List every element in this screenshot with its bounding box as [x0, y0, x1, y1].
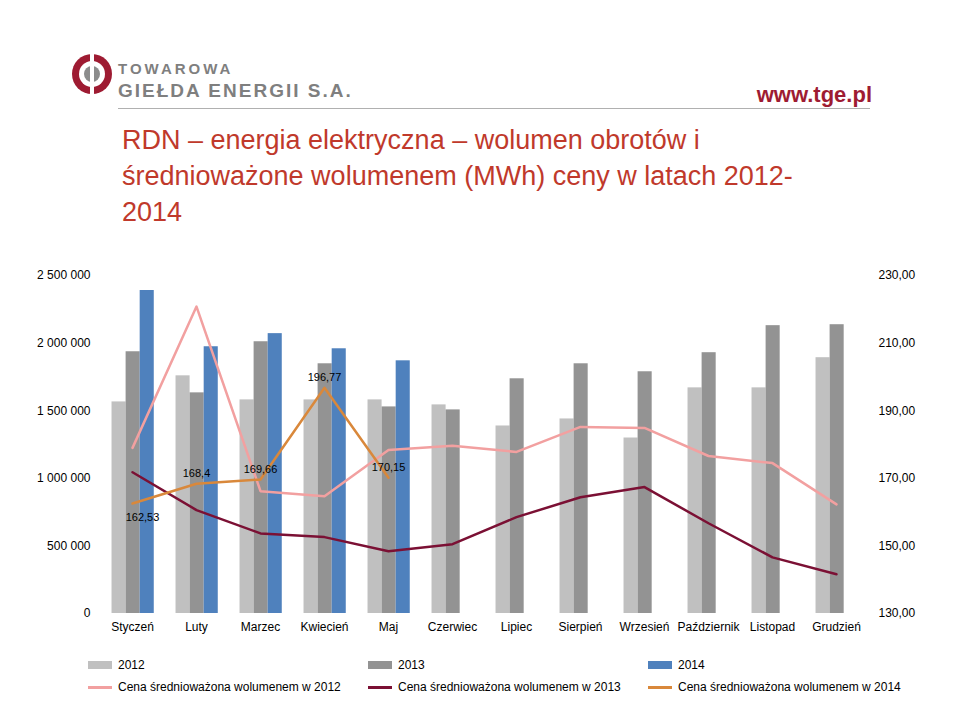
html-text:GIEŁDA ENERGII S.A.: GIEŁDA ENERGII S.A. — [118, 80, 353, 101]
svg-text:Lipiec: Lipiec — [501, 620, 532, 634]
svg-text:Styczeń: Styczeń — [111, 620, 154, 634]
svg-text:Sierpień: Sierpień — [558, 620, 602, 634]
svg-text:2 500 000: 2 500 000 — [37, 268, 91, 282]
html-text:RDN – energia elektryczna – wo: RDN – energia elektryczna – wolumen obro… — [122, 125, 793, 227]
html-text:2014: 2014 — [678, 658, 705, 672]
svg-text:170,15: 170,15 — [372, 461, 406, 473]
svg-text:169,66: 169,66 — [244, 463, 278, 475]
svg-text:0: 0 — [84, 606, 91, 620]
svg-text:162,53: 162,53 — [126, 511, 160, 523]
svg-text:Październik: Październik — [677, 620, 740, 634]
svg-text:130,00: 130,00 — [879, 606, 916, 620]
html-text:Cena średnioważona wolumenem w: Cena średnioważona wolumenem w 2012 — [118, 680, 341, 694]
svg-text:170,00: 170,00 — [879, 471, 916, 485]
svg-text:500 000: 500 000 — [47, 539, 91, 553]
html-text:www.tge.pl: www.tge.pl — [756, 82, 872, 107]
svg-text:1 500 000: 1 500 000 — [37, 404, 91, 418]
svg-text:Marzec: Marzec — [241, 620, 280, 634]
svg-text:Grudzień: Grudzień — [812, 620, 861, 634]
html-text:2013: 2013 — [398, 658, 425, 672]
svg-text:Kwiecień: Kwiecień — [300, 620, 348, 634]
svg-text:230,00: 230,00 — [879, 268, 916, 282]
html-text:TOWAROWA: TOWAROWA — [118, 60, 234, 77]
svg-text:Luty: Luty — [185, 620, 208, 634]
svg-text:1 000 000: 1 000 000 — [37, 471, 91, 485]
svg-text:168,4: 168,4 — [183, 467, 211, 479]
svg-text:196,77: 196,77 — [308, 371, 342, 383]
svg-text:Maj: Maj — [379, 620, 398, 634]
html-text:Cena średnioważona wolumenem w: Cena średnioważona wolumenem w 2014 — [678, 680, 901, 694]
html-text:2012: 2012 — [118, 658, 145, 672]
svg-text:150,00: 150,00 — [879, 539, 916, 553]
svg-text:210,00: 210,00 — [879, 336, 916, 350]
svg-text:190,00: 190,00 — [879, 404, 916, 418]
svg-text:2 000 000: 2 000 000 — [37, 336, 91, 350]
svg-text:Listopad: Listopad — [750, 620, 795, 634]
svg-text:Czerwiec: Czerwiec — [428, 620, 477, 634]
svg-text:Wrzesień: Wrzesień — [620, 620, 670, 634]
html-text:Cena średnioważona wolumenem w: Cena średnioważona wolumenem w 2013 — [398, 680, 621, 694]
